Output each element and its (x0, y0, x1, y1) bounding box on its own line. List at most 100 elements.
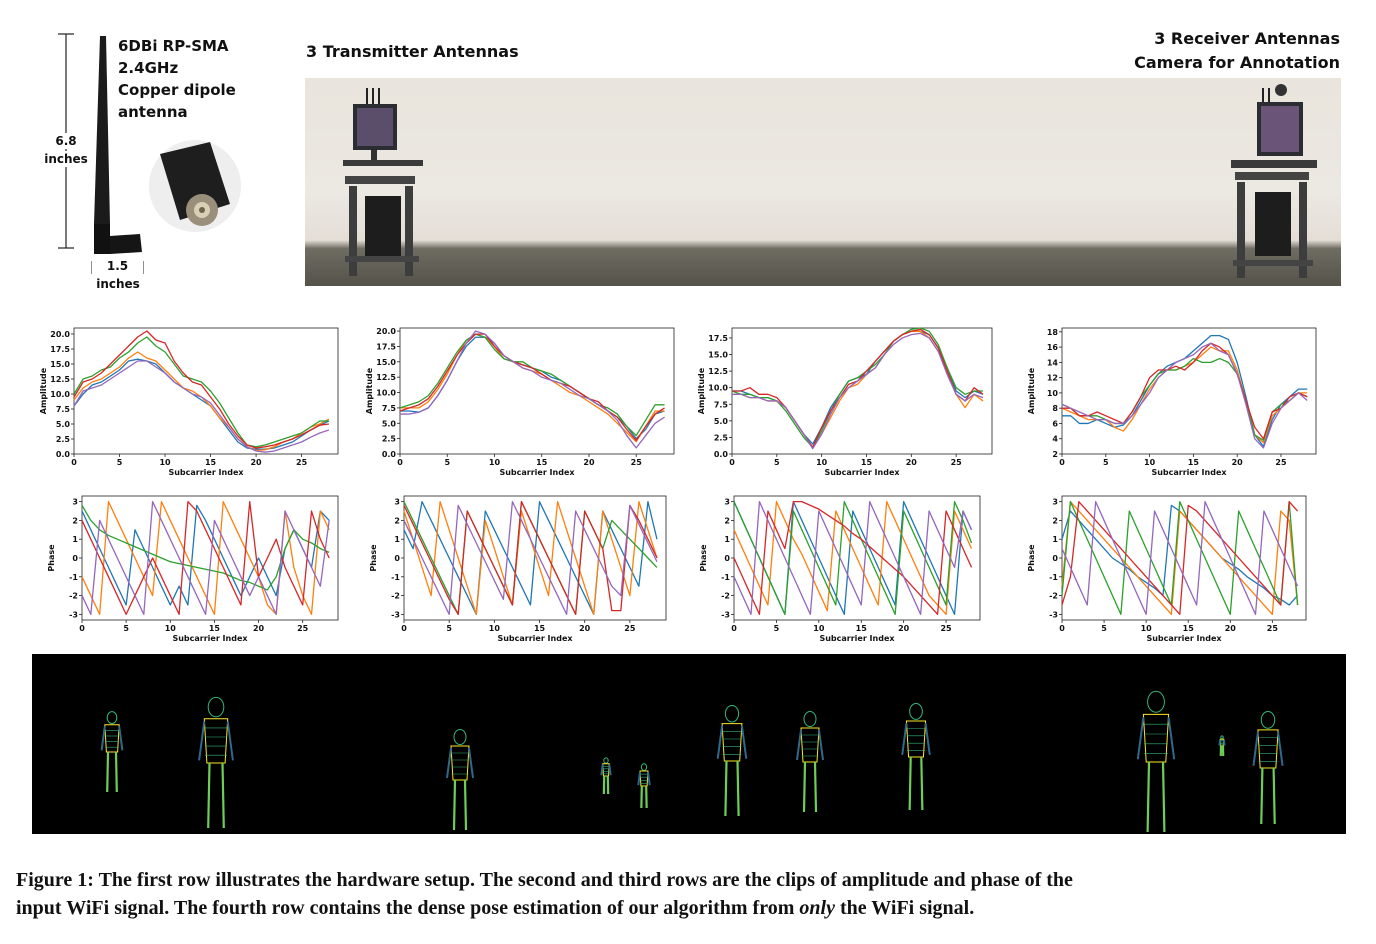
x-tick-label: 5 (774, 458, 780, 467)
x-tick-label: 10 (165, 624, 177, 633)
y-tick-label: 10.0 (708, 384, 728, 393)
x-tick-label: 0 (397, 458, 403, 467)
antenna-height-value: 6.8 (40, 133, 92, 149)
y-tick-label: 8 (1052, 404, 1058, 413)
series-line (731, 327, 984, 449)
y-tick-label: 18 (1047, 328, 1059, 337)
y-tick-label: 3 (394, 498, 400, 507)
x-tick-label: 0 (729, 458, 735, 467)
pose-legs (724, 760, 740, 817)
x-tick-label: 0 (1059, 624, 1065, 633)
series-line (733, 500, 973, 616)
x-tick-label: 25 (1275, 458, 1287, 467)
y-tick-label: 10.0 (50, 390, 70, 399)
antenna-height-unit: inches (40, 151, 92, 167)
y-tick-label: 3 (724, 498, 730, 507)
x-tick-label: 10 (159, 458, 171, 467)
x-tick-label: 5 (117, 458, 123, 467)
y-tick-label: -3 (721, 610, 730, 619)
y-tick-label: -2 (69, 592, 78, 601)
x-tick-label: 25 (297, 624, 309, 633)
y-tick-label: 17.5 (376, 342, 396, 351)
y-tick-label: 0 (724, 554, 730, 563)
x-tick-label: 10 (489, 458, 501, 467)
y-tick-label: 20.0 (50, 330, 70, 339)
antenna-diagram: 6DBi RP-SMA 2.4GHz Copper dipole antenna… (40, 24, 300, 294)
y-tick-label: -1 (1049, 573, 1058, 582)
plot-frame (399, 327, 675, 455)
y-axis-label: Phase (1027, 544, 1036, 572)
pose-figure (100, 711, 124, 793)
plot-frame (81, 495, 339, 621)
y-tick-label: 2 (1052, 516, 1058, 525)
antenna-illustration (58, 33, 241, 274)
caption-emphasis: only (799, 897, 835, 919)
y-tick-label: 2 (394, 516, 400, 525)
x-axis-label: Subcarrier Index (819, 634, 895, 643)
x-tick-label: 15 (209, 624, 221, 633)
pose-legs (207, 762, 225, 829)
x-tick-label: 25 (940, 624, 952, 633)
phase-chart-4: 0 5 10 15 20 25 -3 -2 -1 0 1 2 3 Subcarrier Index Phas… (1027, 495, 1307, 643)
y-tick-label: 0 (72, 554, 78, 563)
x-axis-label: Subcarrier Index (172, 634, 248, 643)
series-line (399, 333, 665, 442)
y-tick-label: 0 (1052, 554, 1058, 563)
x-tick-label: 20 (253, 624, 265, 633)
x-tick-label: 5 (446, 624, 452, 633)
y-tick-label: 0.0 (714, 450, 729, 459)
y-tick-label: -2 (1049, 592, 1058, 601)
x-tick-label: 20 (906, 458, 918, 467)
caption-line-2-start: input WiFi signal. The fourth row contai… (16, 897, 800, 919)
pose-legs (1146, 761, 1166, 833)
series-line (403, 500, 658, 616)
series-line (1061, 500, 1299, 616)
plot-frame (731, 327, 993, 455)
pose-figure (1136, 690, 1176, 833)
y-tick-label: 5.0 (56, 420, 71, 429)
y-tick-label: 17.5 (50, 345, 70, 354)
y-tick-label: 2.5 (56, 435, 71, 444)
antenna-spec-line-2: 2.4GHz (118, 59, 179, 77)
dense-pose-strip (32, 654, 1346, 834)
y-tick-label: 2 (1052, 450, 1058, 459)
x-tick-label: 25 (1267, 624, 1279, 633)
y-tick-label: -1 (721, 573, 730, 582)
amplitude-chart-1: 0 5 10 15 20 25 0.0 2.5 5.0 7.5 10.0 12.5 15.0 17.5 20… (39, 327, 339, 477)
pose-figure (637, 763, 651, 809)
pose-torso (104, 724, 120, 753)
pose-legs (640, 785, 648, 809)
series-line (732, 332, 984, 450)
pose-head (1147, 690, 1165, 713)
pose-figure (716, 704, 748, 817)
x-tick-label: 0 (71, 458, 77, 467)
series-line (81, 500, 330, 616)
y-axis-label: Phase (369, 544, 378, 572)
x-tick-label: 5 (444, 458, 450, 467)
pose-torso (639, 770, 649, 787)
x-tick-label: 15 (1188, 458, 1200, 467)
transmitter-label: 3 Transmitter Antennas (306, 42, 519, 61)
series-line (73, 336, 329, 448)
x-tick-label: 15 (861, 458, 873, 467)
x-tick-label: 25 (624, 624, 636, 633)
y-tick-label: 1 (724, 535, 730, 544)
antenna-spec-line-3: Copper dipole antenna (118, 81, 236, 121)
x-tick-label: 5 (1103, 458, 1109, 467)
pose-arms (1252, 732, 1284, 766)
x-tick-label: 15 (856, 624, 868, 633)
y-tick-label: 15.0 (376, 358, 396, 367)
x-axis-label: Subcarrier Index (168, 468, 244, 477)
y-tick-label: 1 (1052, 535, 1058, 544)
caption-line-2-end: the WiFi signal. (834, 897, 975, 919)
receiver-label-line1: 3 Receiver Antennas (1154, 29, 1340, 48)
pose-figure (600, 757, 612, 795)
x-tick-label: 20 (583, 458, 595, 467)
y-tick-label: 5.0 (714, 417, 729, 426)
y-tick-label: 5.0 (382, 419, 397, 428)
x-tick-label: 20 (898, 624, 910, 633)
x-tick-label: 25 (951, 458, 963, 467)
y-tick-label: 14 (1047, 358, 1059, 367)
pose-arms (198, 721, 234, 761)
x-tick-label: 10 (813, 624, 825, 633)
